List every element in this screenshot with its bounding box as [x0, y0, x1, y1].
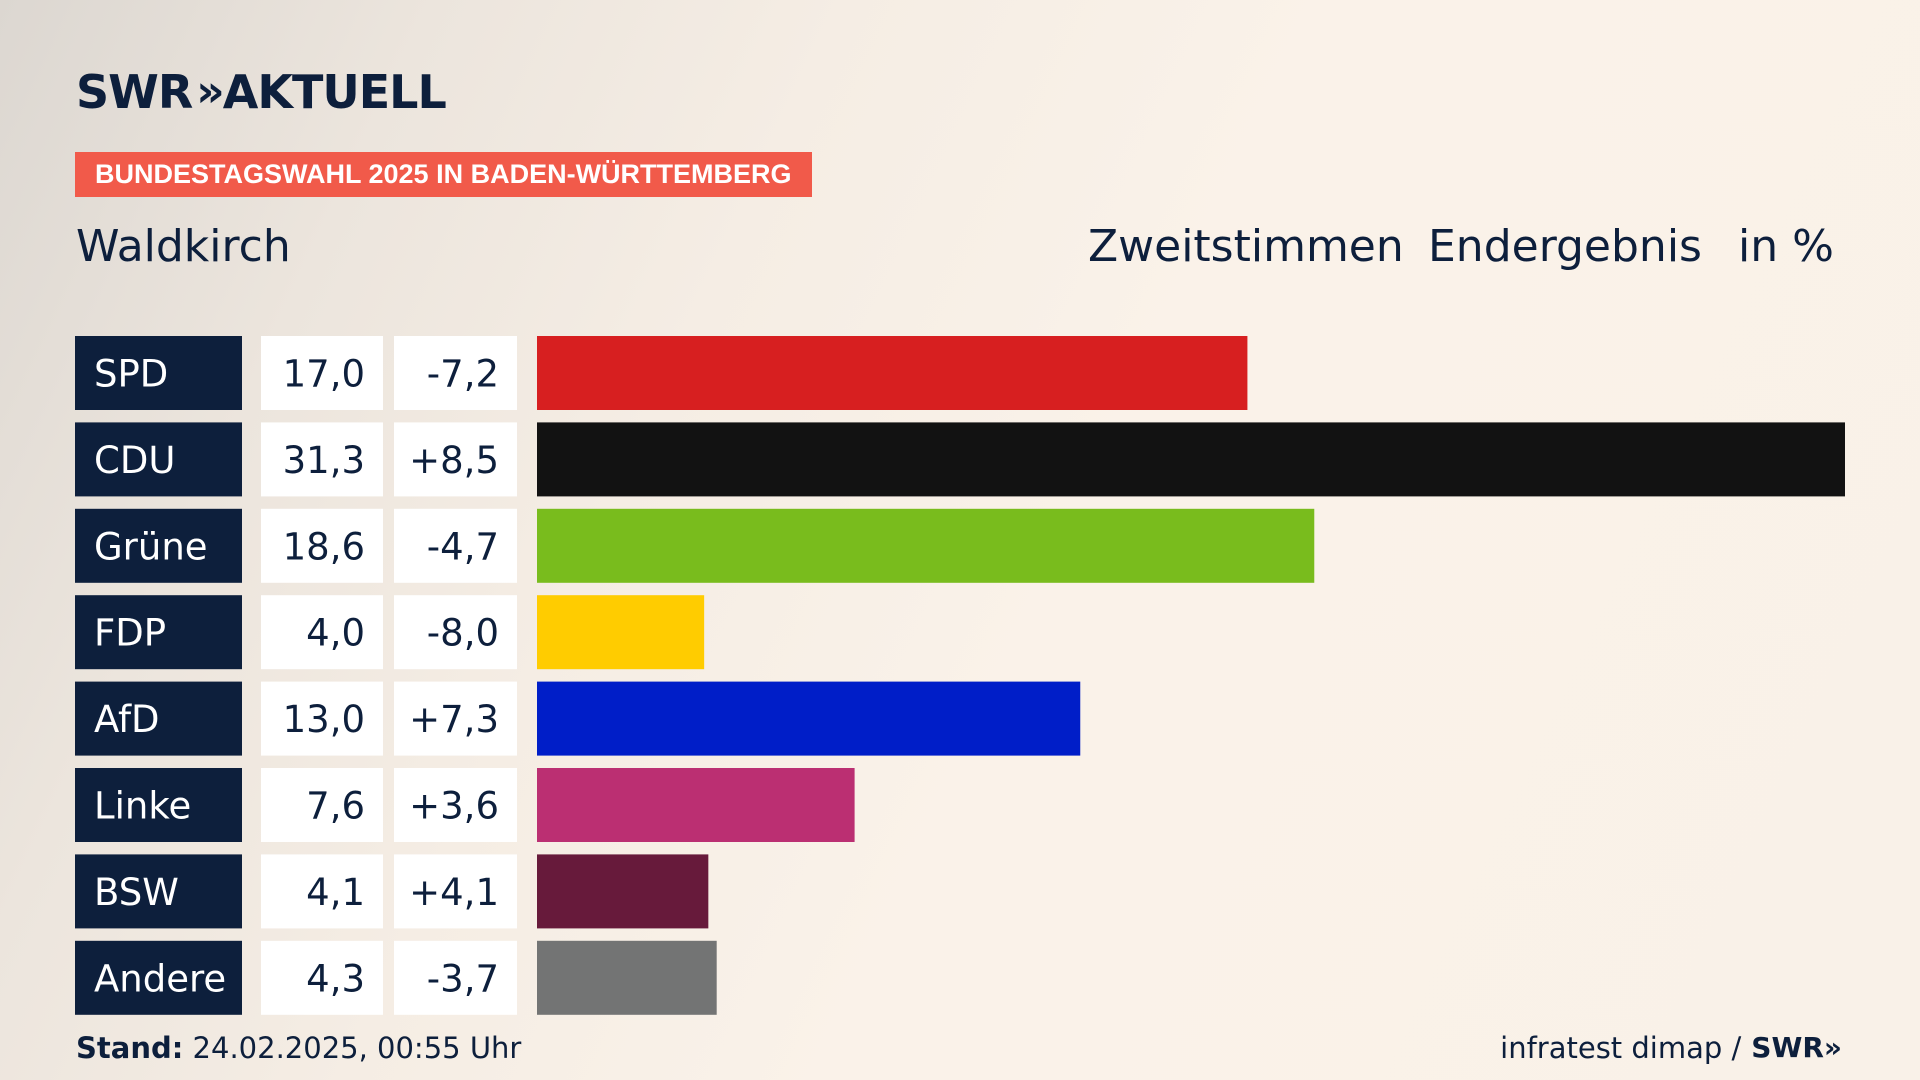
value-label: 13,0 — [283, 698, 365, 741]
source-logo: SWR» — [1751, 1030, 1842, 1066]
value-box — [261, 940, 383, 1015]
bar-bsw — [537, 854, 709, 929]
stand-label: Stand: — [76, 1031, 184, 1065]
party-label-box — [75, 336, 242, 410]
change-label: +8,5 — [409, 439, 499, 482]
bar-afd — [537, 681, 1081, 756]
party-name: Grüne — [94, 525, 208, 568]
value-label: 17,0 — [283, 353, 365, 396]
value-box — [261, 854, 383, 929]
value-label: 4,0 — [306, 612, 365, 655]
logo-text: SWR — [76, 65, 193, 119]
party-label-box — [75, 768, 242, 842]
change-box — [394, 681, 517, 756]
bar-fdp — [537, 595, 705, 670]
swr-aktuell-logo: SWR » AKTUELL — [76, 65, 447, 119]
party-name: BSW — [94, 871, 179, 914]
vote-type-label: Zweitstimmen — [1088, 221, 1404, 272]
change-box — [394, 768, 517, 842]
change-box — [394, 940, 517, 1015]
change-label: -7,2 — [427, 353, 499, 396]
bar-spd — [537, 336, 1248, 410]
party-label-box — [75, 595, 242, 670]
party-label-box — [75, 681, 242, 756]
unit-label: in % — [1738, 221, 1834, 272]
value-box — [261, 422, 383, 497]
change-label: -8,0 — [427, 612, 499, 655]
party-name: FDP — [94, 612, 166, 655]
party-name: AfD — [94, 698, 160, 741]
timestamp: Stand: 24.02.2025, 00:55 Uhr — [76, 1030, 521, 1066]
value-label: 31,3 — [283, 439, 365, 482]
value-label: 4,3 — [306, 957, 365, 1000]
change-box — [394, 595, 517, 670]
value-label: 4,1 — [306, 871, 365, 914]
bar-grüne — [537, 508, 1315, 583]
source-text: infratest dimap / — [1500, 1031, 1742, 1065]
party-label-box — [75, 422, 242, 497]
change-box — [394, 508, 517, 583]
value-box — [261, 768, 383, 842]
party-label-box — [75, 508, 242, 583]
value-label: 18,6 — [283, 525, 365, 568]
election-banner: BUNDESTAGSWAHL 2025 IN BADEN-WÜRTTEMBERG — [75, 152, 812, 197]
stand-value: 24.02.2025, 00:55 Uhr — [192, 1031, 522, 1065]
change-label: -4,7 — [427, 525, 499, 568]
source-credit: infratest dimap / SWR» — [1500, 1030, 1842, 1066]
result-type-label: Endergebnis — [1428, 221, 1702, 272]
change-label: -3,7 — [427, 957, 499, 1000]
bar-linke — [537, 768, 855, 842]
value-label: 7,6 — [306, 785, 365, 828]
change-box — [394, 422, 517, 497]
party-name: Andere — [94, 957, 226, 1000]
logo-suffix: AKTUELL — [222, 65, 447, 119]
party-name: CDU — [94, 439, 175, 482]
source-logo-text: SWR — [1751, 1031, 1824, 1064]
bar-andere — [537, 940, 717, 1015]
value-box — [261, 595, 383, 670]
value-box — [261, 681, 383, 756]
value-box — [261, 508, 383, 583]
place-title: Waldkirch — [76, 221, 291, 272]
change-label: +4,1 — [409, 871, 499, 914]
change-label: +3,6 — [409, 785, 499, 828]
party-label-box — [75, 940, 242, 1015]
party-label-box — [75, 854, 242, 929]
bar-cdu — [537, 422, 1845, 497]
change-box — [394, 854, 517, 929]
source-logo-chevrons-icon: » — [1823, 1031, 1842, 1064]
party-name: SPD — [94, 353, 168, 396]
change-box — [394, 336, 517, 410]
change-label: +7,3 — [409, 698, 499, 741]
party-name: Linke — [94, 785, 191, 828]
value-box — [261, 336, 383, 410]
